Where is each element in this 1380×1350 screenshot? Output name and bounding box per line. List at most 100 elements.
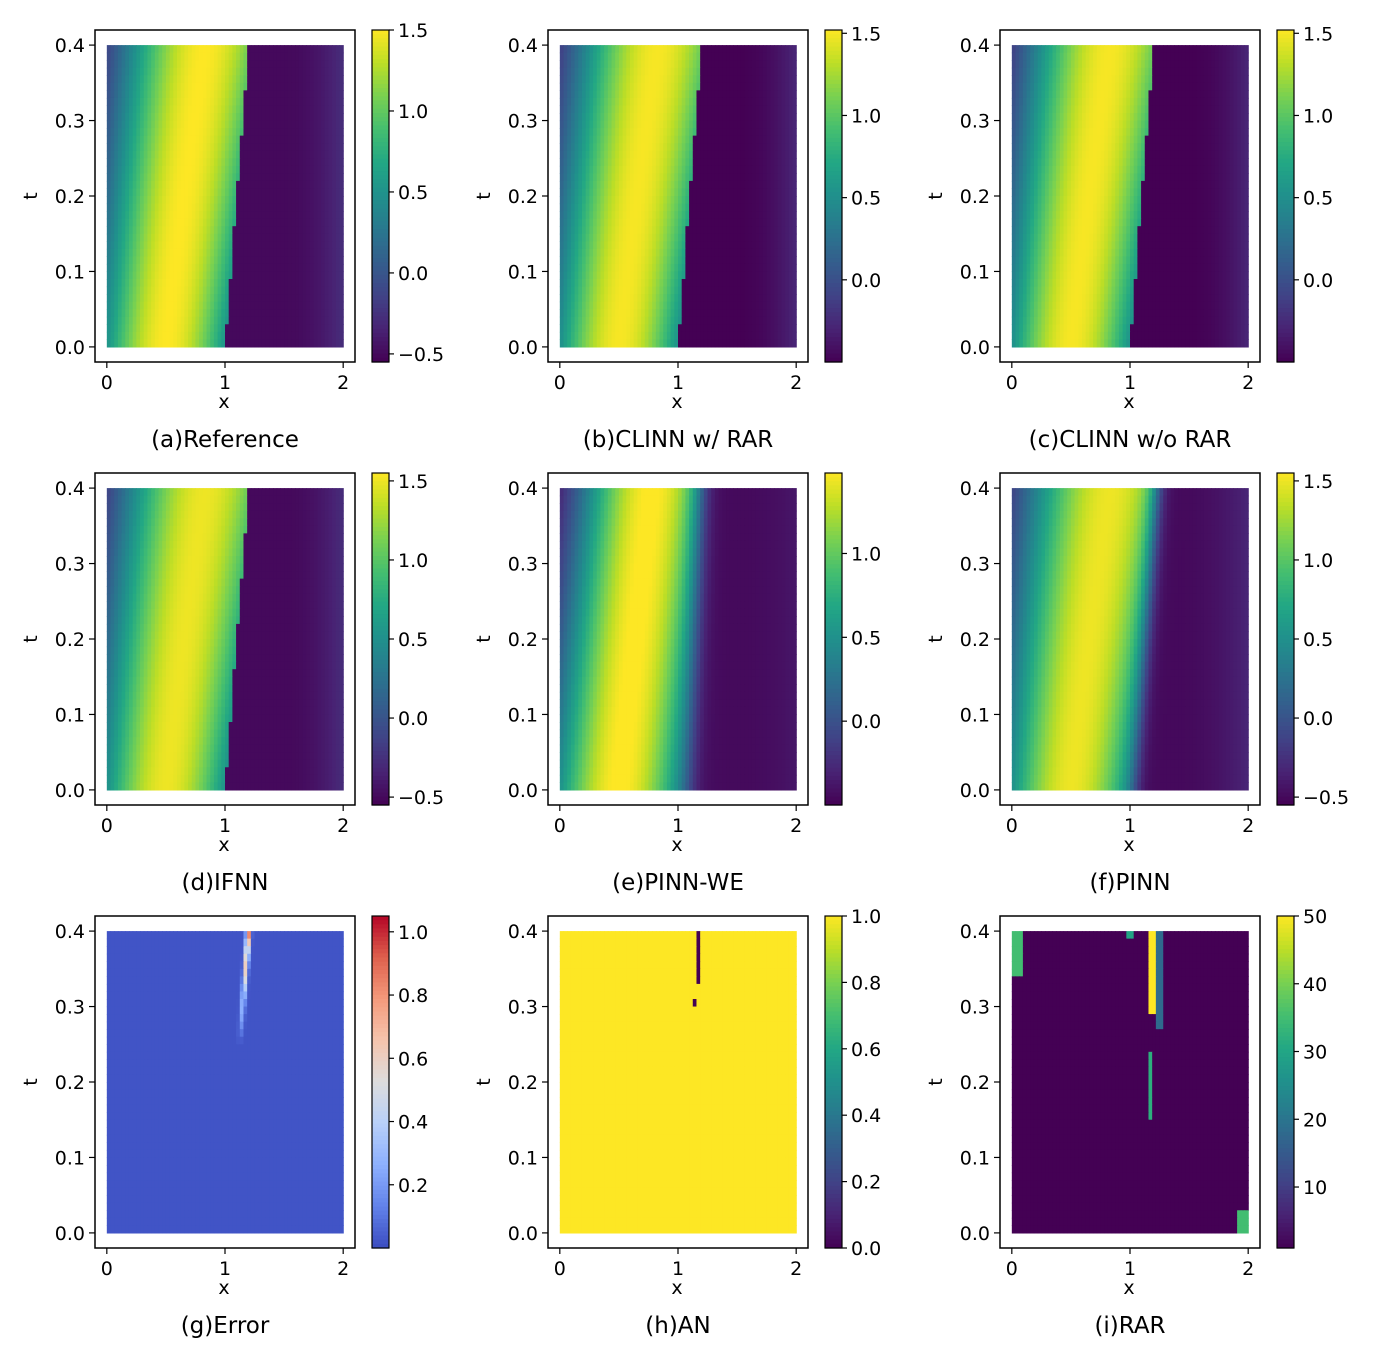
heatmap-cell [586, 309, 590, 317]
heatmap-cell [240, 196, 244, 204]
heatmap-cell [229, 143, 233, 151]
heatmap-cell [604, 128, 608, 136]
heatmap-cell [615, 90, 619, 98]
heatmap-cell [715, 302, 719, 310]
heatmap-cell [789, 53, 793, 61]
x-tick-label: 0 [101, 372, 113, 394]
heatmap-cell [586, 136, 590, 144]
heatmap-cell [600, 271, 604, 279]
heatmap-cell [240, 128, 244, 136]
heatmap-cell [184, 98, 188, 106]
heatmap-cell [288, 309, 292, 317]
heatmap-cell [578, 128, 582, 136]
heatmap-cell [626, 196, 630, 204]
heatmap-cell [589, 219, 593, 227]
heatmap-cell [291, 339, 295, 347]
heatmap-cell [752, 90, 756, 98]
heatmap-cell [173, 317, 177, 325]
heatmap-cell [711, 181, 715, 189]
heatmap-cell [693, 83, 697, 91]
heatmap-cell [125, 158, 129, 166]
heatmap-cell [306, 98, 310, 106]
heatmap-cell [136, 173, 140, 181]
heatmap-cell [604, 204, 608, 212]
heatmap-cell [177, 75, 181, 83]
heatmap-cell [637, 143, 641, 151]
heatmap-cell [586, 226, 590, 234]
heatmap-cell [682, 279, 686, 287]
heatmap-cell [623, 128, 627, 136]
heatmap-cell [696, 249, 700, 257]
heatmap-cell [306, 151, 310, 159]
heatmap-cell [685, 204, 689, 212]
heatmap-cell [763, 143, 767, 151]
heatmap-cell [571, 287, 575, 295]
heatmap-cell [284, 332, 288, 340]
heatmap-cell [118, 128, 122, 136]
heatmap-cell [586, 158, 590, 166]
heatmap-cell [310, 271, 314, 279]
heatmap-cell [567, 151, 571, 159]
heatmap-cell [774, 211, 778, 219]
heatmap-cell [240, 256, 244, 264]
heatmap-cell [232, 264, 236, 272]
heatmap-cell [759, 173, 763, 181]
heatmap-cell [232, 158, 236, 166]
heatmap-cell [336, 196, 340, 204]
y-tick-label: 0.3 [55, 111, 85, 133]
heatmap-cell [192, 143, 196, 151]
heatmap-cell [288, 143, 292, 151]
heatmap-cell [295, 60, 299, 68]
heatmap-cell [648, 151, 652, 159]
heatmap-cell [730, 98, 734, 106]
heatmap-cell [236, 256, 240, 264]
heatmap-cell [221, 158, 225, 166]
heatmap-cell [708, 294, 712, 302]
heatmap-cell [652, 264, 656, 272]
heatmap-cell [133, 287, 137, 295]
heatmap-cell [266, 173, 270, 181]
heatmap-cell [637, 264, 641, 272]
heatmap-cell [748, 105, 752, 113]
heatmap-cell [303, 204, 307, 212]
heatmap-cell [656, 309, 660, 317]
heatmap-cell [155, 302, 159, 310]
heatmap-cell [770, 256, 774, 264]
heatmap-cell [671, 136, 675, 144]
heatmap-cell [129, 158, 133, 166]
heatmap-cell [114, 324, 118, 332]
heatmap-cell [663, 90, 667, 98]
heatmap-cell [789, 136, 793, 144]
heatmap-cell [229, 121, 233, 129]
heatmap-cell [763, 287, 767, 295]
heatmap-cell [303, 302, 307, 310]
heatmap-cell [306, 166, 310, 174]
heatmap-cell [140, 136, 144, 144]
heatmap-cell [284, 264, 288, 272]
heatmap-cell [277, 53, 281, 61]
heatmap-cell [660, 249, 664, 257]
heatmap-cell [184, 241, 188, 249]
heatmap-cell [612, 317, 616, 325]
heatmap-cell [767, 271, 771, 279]
heatmap-cell [159, 121, 163, 129]
heatmap-cell [682, 121, 686, 129]
heatmap-cell [623, 287, 627, 295]
heatmap-cell [140, 151, 144, 159]
heatmap-cell [310, 302, 314, 310]
heatmap-cell [240, 121, 244, 129]
heatmap-cell [582, 173, 586, 181]
heatmap-cell [321, 60, 325, 68]
heatmap-cell [303, 339, 307, 347]
heatmap-cell [711, 143, 715, 151]
heatmap-cell [240, 287, 244, 295]
heatmap-cell [155, 181, 159, 189]
heatmap-cell [122, 45, 126, 53]
heatmap-cell [188, 249, 192, 257]
heatmap-cell [144, 226, 148, 234]
heatmap-cell [567, 204, 571, 212]
heatmap-cell [288, 90, 292, 98]
heatmap-cell [648, 128, 652, 136]
heatmap-cell [162, 121, 166, 129]
heatmap-cell [678, 204, 682, 212]
